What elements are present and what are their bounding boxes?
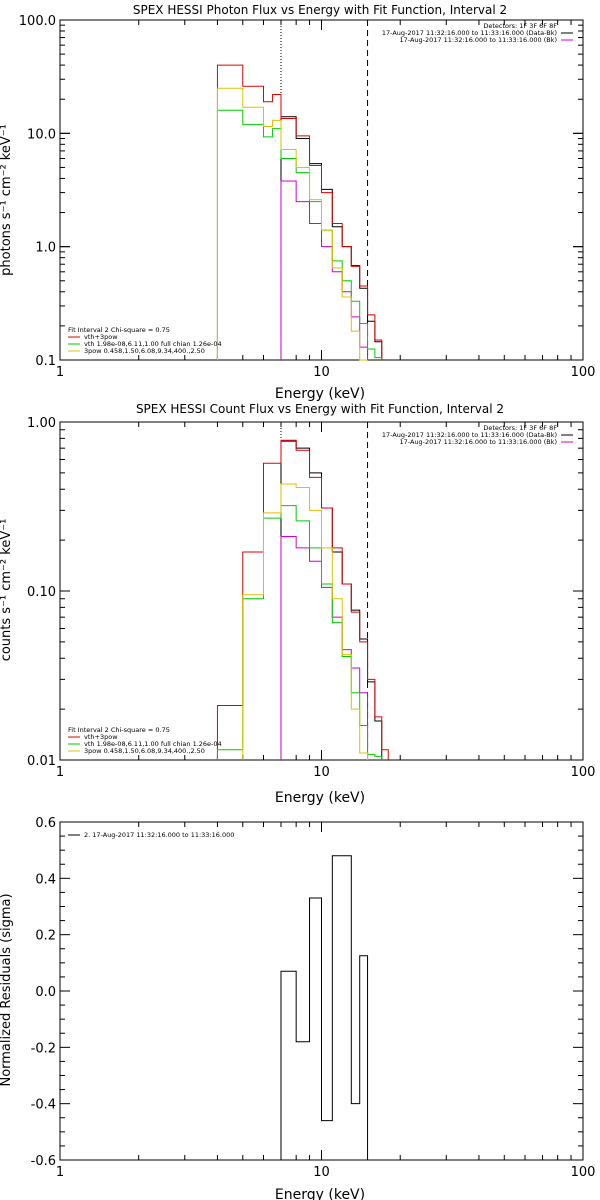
photon-x-tick-label: 100 bbox=[571, 365, 596, 380]
photon-legend-line: vth+3pow bbox=[84, 333, 118, 341]
count-x-tick-label: 1 bbox=[56, 765, 64, 780]
photon-y-axis-label: photons s⁻¹ cm⁻² keV⁻¹ bbox=[0, 124, 14, 276]
count-series-data-bk bbox=[280, 440, 383, 760]
photon-chart-title: SPEX HESSI Photon Flux vs Energy with Fi… bbox=[133, 3, 507, 17]
residuals-x-tick-label: 1 bbox=[56, 1165, 64, 1180]
count-legend-line: 3pow 0.458,1.50,6.08,9.34,400.,2.50 bbox=[84, 747, 205, 755]
residuals-x-tick-label: 100 bbox=[571, 1165, 596, 1180]
count-x-axis-label: Energy (keV) bbox=[275, 790, 365, 806]
photon-y-tick-label: 0.1 bbox=[35, 354, 56, 369]
count-y-tick-label: 0.10 bbox=[27, 585, 56, 600]
photon-flux-panel: SPEX HESSI Photon Flux vs Energy with Fi… bbox=[0, 3, 595, 402]
residuals-panel: Energy (keV) Normalized Residuals (sigma… bbox=[0, 816, 595, 1200]
photon-y-tick-label: 10.0 bbox=[27, 127, 56, 142]
count-x-tick-label: 100 bbox=[571, 765, 596, 780]
count-chart-title: SPEX HESSI Count Flux vs Energy with Fit… bbox=[136, 402, 504, 416]
residuals-x-tick-label: 10 bbox=[313, 1165, 330, 1180]
residuals-y-axis-label: Normalized Residuals (sigma) bbox=[0, 893, 14, 1086]
count-series-bk bbox=[280, 536, 369, 760]
photon-x-axis-label: Energy (keV) bbox=[275, 386, 365, 402]
residuals-y-tick-label: -0.4 bbox=[31, 1098, 56, 1113]
photon-legend-line: Fit Interval 2 Chi-square = 0.75 bbox=[68, 326, 170, 334]
residuals-y-tick-label: -0.2 bbox=[31, 1041, 56, 1056]
residuals-x-axis-label: Energy (keV) bbox=[275, 1187, 365, 1200]
photon-series-vth-3pow bbox=[216, 64, 383, 360]
residuals-legend-line: 2. 17-Aug-2017 11:32:16.000 to 11:33:16.… bbox=[84, 831, 234, 839]
residuals-y-tick-label: -0.6 bbox=[31, 1154, 56, 1169]
count-series-vth bbox=[216, 505, 383, 760]
count-legend-line: vth 1.98e-08,6.11,1.00 full chian 1.26e-… bbox=[84, 740, 222, 748]
photon-y-tick-label: 1.0 bbox=[35, 241, 56, 256]
count-header-line: Detectors: 1F 3F 6F 8F bbox=[483, 424, 557, 432]
residuals-series-residuals bbox=[280, 855, 369, 1160]
count-header-line: 17-Aug-2017 11:32:16.000 to 11:33:16.000… bbox=[382, 431, 557, 439]
residuals-y-tick-label: 0.0 bbox=[35, 985, 56, 1000]
count-series-vth-3pow bbox=[216, 439, 389, 760]
photon-x-tick-label: 1 bbox=[56, 365, 64, 380]
photon-header-line: Detectors: 1F 3F 6F 8F bbox=[483, 22, 557, 30]
residuals-y-tick-label: 0.6 bbox=[35, 816, 56, 831]
photon-legend-line: 3pow 0.458,1.50,6.08,9.34,400.,2.50 bbox=[84, 347, 205, 355]
count-y-axis-label: counts s⁻¹ cm⁻² keV⁻¹ bbox=[0, 519, 14, 662]
count-flux-panel: SPEX HESSI Count Flux vs Energy with Fit… bbox=[0, 402, 595, 806]
photon-legend-line: vth 1.98e-08,6.11,1.00 full chian 1.26e-… bbox=[84, 340, 222, 348]
count-legend-line: Fit Interval 2 Chi-square = 0.75 bbox=[68, 726, 170, 734]
photon-series-bk bbox=[280, 180, 369, 360]
count-x-tick-label: 10 bbox=[313, 765, 330, 780]
photon-header-line: 17-Aug-2017 11:32:16.000 to 11:33:16.000… bbox=[400, 36, 557, 44]
count-y-tick-label: 1.00 bbox=[27, 416, 56, 431]
residuals-y-tick-label: 0.4 bbox=[35, 872, 56, 887]
photon-x-tick-label: 10 bbox=[313, 365, 330, 380]
count-header-line: 17-Aug-2017 11:32:16.000 to 11:33:16.000… bbox=[400, 438, 557, 446]
count-series-3pow bbox=[242, 483, 369, 760]
photon-header-line: 17-Aug-2017 11:32:16.000 to 11:33:16.000… bbox=[382, 29, 557, 37]
count-legend-line: vth+3pow bbox=[84, 733, 118, 741]
residuals-y-tick-label: 0.2 bbox=[35, 929, 56, 944]
photon-series-3pow bbox=[216, 87, 368, 361]
count-y-tick-label: 0.01 bbox=[27, 754, 56, 769]
photon-y-tick-label: 100.0 bbox=[19, 14, 56, 29]
photon-series-vth bbox=[216, 109, 383, 360]
